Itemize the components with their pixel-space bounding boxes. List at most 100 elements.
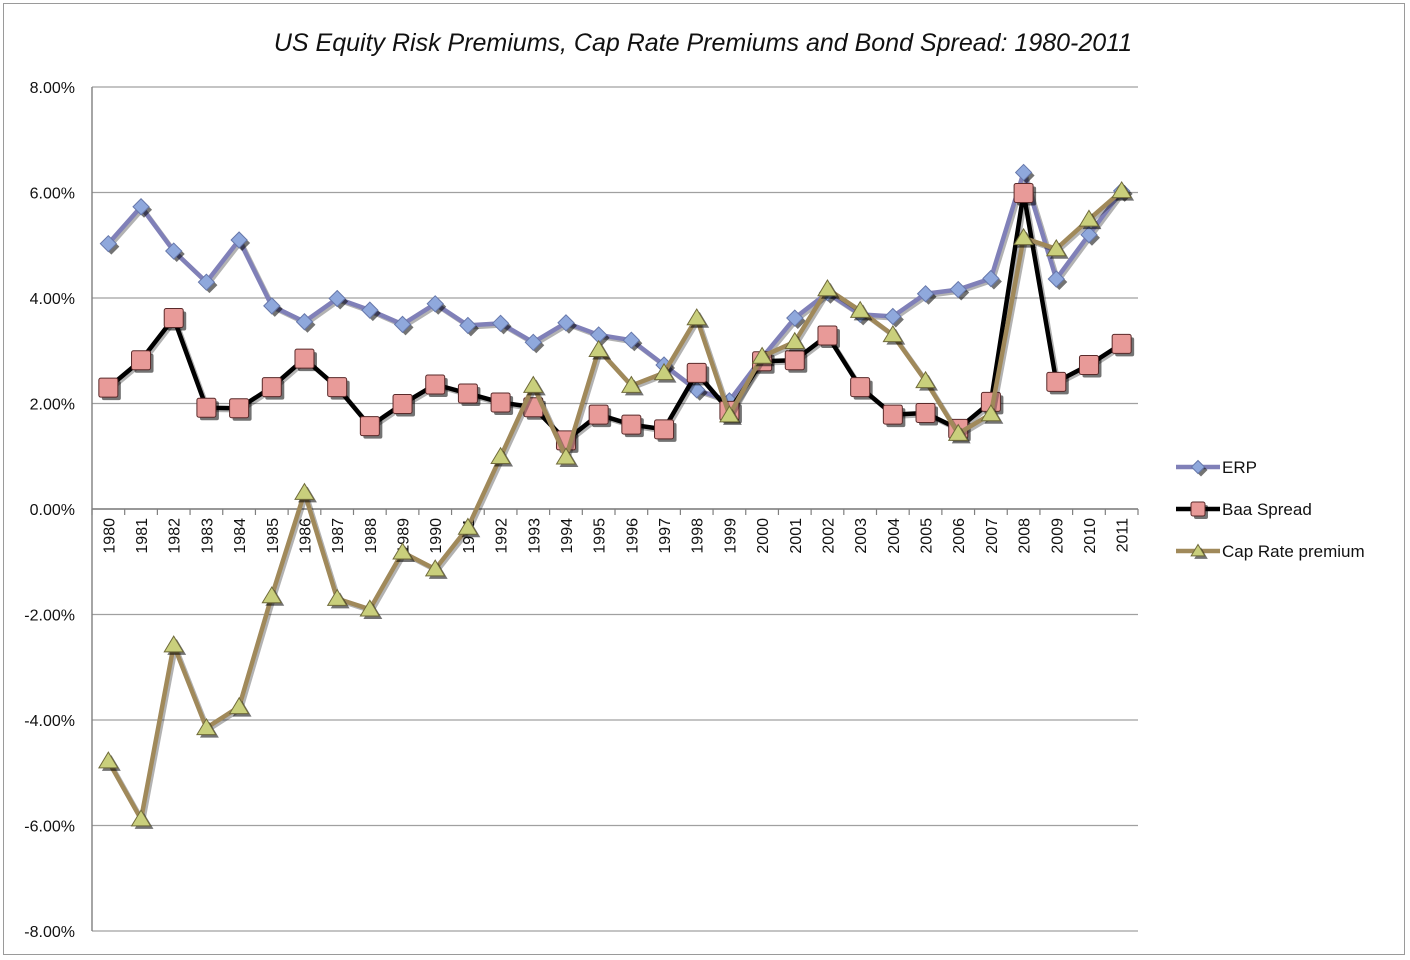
legend-label: Baa Spread	[1222, 500, 1312, 519]
x-tick-label: 2010	[1082, 518, 1099, 554]
series-line-cap-rate-premium	[106, 189, 1124, 822]
x-tick-label: 2003	[853, 518, 870, 554]
data-point-baa-spread	[163, 308, 184, 329]
data-point-erp	[295, 313, 314, 331]
data-point-baa-spread	[196, 397, 217, 418]
x-tick-label: 2009	[1049, 518, 1066, 554]
y-tick-label: -4.00%	[24, 713, 75, 730]
data-point-cap-rate-premium	[228, 696, 250, 715]
chart-frame	[3, 3, 1405, 955]
data-point-cap-rate-premium	[130, 809, 152, 827]
data-point-erp	[230, 231, 248, 249]
x-tick-label: 1980	[101, 518, 118, 554]
data-point-baa-spread	[229, 398, 250, 419]
y-tick-label: 0.00%	[30, 502, 75, 519]
data-point-baa-spread	[784, 350, 805, 371]
x-tick-label: 1996	[624, 518, 641, 554]
data-point-cap-rate-premium	[457, 517, 479, 535]
data-point-erp	[622, 331, 641, 349]
data-point-erp	[99, 234, 118, 253]
data-point-erp	[459, 316, 477, 335]
data-point-baa-spread	[588, 404, 609, 425]
x-tick-label: 2011	[1115, 518, 1132, 553]
x-tick-label: 2000	[755, 518, 772, 554]
data-point-erp	[1014, 163, 1033, 182]
data-point-erp	[688, 381, 706, 399]
data-point-erp	[949, 280, 967, 299]
data-point-cap-rate-premium	[1045, 238, 1067, 257]
data-point-baa-spread	[294, 348, 315, 369]
legend-item-cap-rate-premium: Cap Rate premium	[1176, 542, 1365, 561]
data-point-cap-rate-premium	[359, 599, 381, 617]
x-tick-label: 1989	[396, 518, 413, 554]
data-point-cap-rate-premium	[653, 362, 675, 381]
y-tick-label: 4.00%	[30, 291, 75, 308]
y-tick-label: 6.00%	[30, 186, 75, 203]
data-point-cap-rate-premium	[588, 339, 609, 357]
plot-area: 8.00% 6.00% 4.00% 2.00% 0.00% -2.00% -4.00% -6.…	[24, 80, 1139, 941]
data-point-cap-rate-premium	[915, 370, 936, 389]
legend-marker-cap-rate-premium	[1190, 543, 1206, 557]
x-tick-label: 1997	[657, 518, 674, 554]
chart-title: US Equity Risk Premiums, Cap Rate Premiu…	[274, 29, 1132, 57]
data-point-erp	[491, 314, 510, 333]
data-point-erp	[1047, 270, 1065, 288]
data-point-cap-rate-premium	[522, 375, 544, 393]
data-point-erp	[132, 198, 150, 216]
data-point-cap-rate-premium	[751, 346, 773, 364]
data-point-cap-rate-premium	[424, 559, 446, 577]
y-tick-label: 8.00%	[30, 80, 75, 97]
x-tick-label: 1999	[722, 518, 739, 554]
data-point-baa-spread	[686, 362, 707, 383]
data-point-cap-rate-premium	[784, 331, 806, 350]
x-tick-label: 2004	[886, 518, 903, 554]
data-point-cap-rate-premium	[294, 482, 315, 500]
x-tick-label: 2006	[951, 518, 968, 554]
data-point-baa-spread	[1078, 354, 1099, 375]
data-point-cap-rate-premium	[980, 404, 1002, 422]
data-point-baa-spread	[457, 383, 478, 404]
series-cap-rate-premium	[98, 180, 1135, 829]
data-point-baa-spread	[131, 350, 152, 371]
legend-marker-baa-spread	[1190, 501, 1206, 517]
data-point-baa-spread	[1046, 371, 1067, 392]
data-point-erp	[786, 309, 804, 327]
series-line-shadow	[108, 192, 1125, 445]
data-point-cap-rate-premium	[621, 375, 642, 393]
data-point-baa-spread	[654, 419, 675, 440]
x-tick-label: 1992	[494, 518, 511, 554]
x-tick-label: 1993	[526, 518, 543, 554]
data-point-erp	[524, 333, 542, 352]
x-tick-label: 1986	[297, 518, 314, 554]
data-point-erp	[982, 269, 1000, 288]
legend-label: ERP	[1222, 458, 1257, 477]
x-tick-label: 1998	[690, 518, 707, 554]
data-point-erp	[884, 307, 902, 326]
data-point-erp	[165, 242, 183, 260]
y-tick-label: -2.00%	[24, 608, 75, 625]
series-baa-spread	[98, 183, 1135, 453]
data-point-erp	[426, 295, 444, 313]
data-point-erp	[361, 301, 379, 319]
data-point-cap-rate-premium	[1078, 209, 1100, 227]
data-point-cap-rate-premium	[686, 308, 708, 326]
data-point-erp	[393, 315, 412, 334]
data-point-baa-spread	[392, 394, 413, 415]
data-point-erp	[916, 285, 935, 303]
x-tick-label: 1983	[199, 518, 216, 554]
data-point-baa-spread	[98, 377, 119, 398]
data-point-baa-spread	[359, 416, 380, 437]
data-point-baa-spread	[425, 374, 446, 395]
y-tick-label: 2.00%	[30, 397, 75, 414]
data-point-baa-spread	[621, 414, 642, 435]
x-tick-label: 1988	[363, 518, 380, 554]
data-point-baa-spread	[1013, 183, 1034, 204]
data-point-baa-spread	[817, 325, 838, 346]
data-point-cap-rate-premium	[1111, 180, 1132, 199]
data-point-cap-rate-premium	[947, 423, 969, 441]
data-point-erp	[197, 273, 216, 291]
x-tick-label: 2008	[1017, 518, 1034, 554]
x-tick-label: 2007	[984, 518, 1001, 554]
data-point-cap-rate-premium	[163, 635, 185, 653]
